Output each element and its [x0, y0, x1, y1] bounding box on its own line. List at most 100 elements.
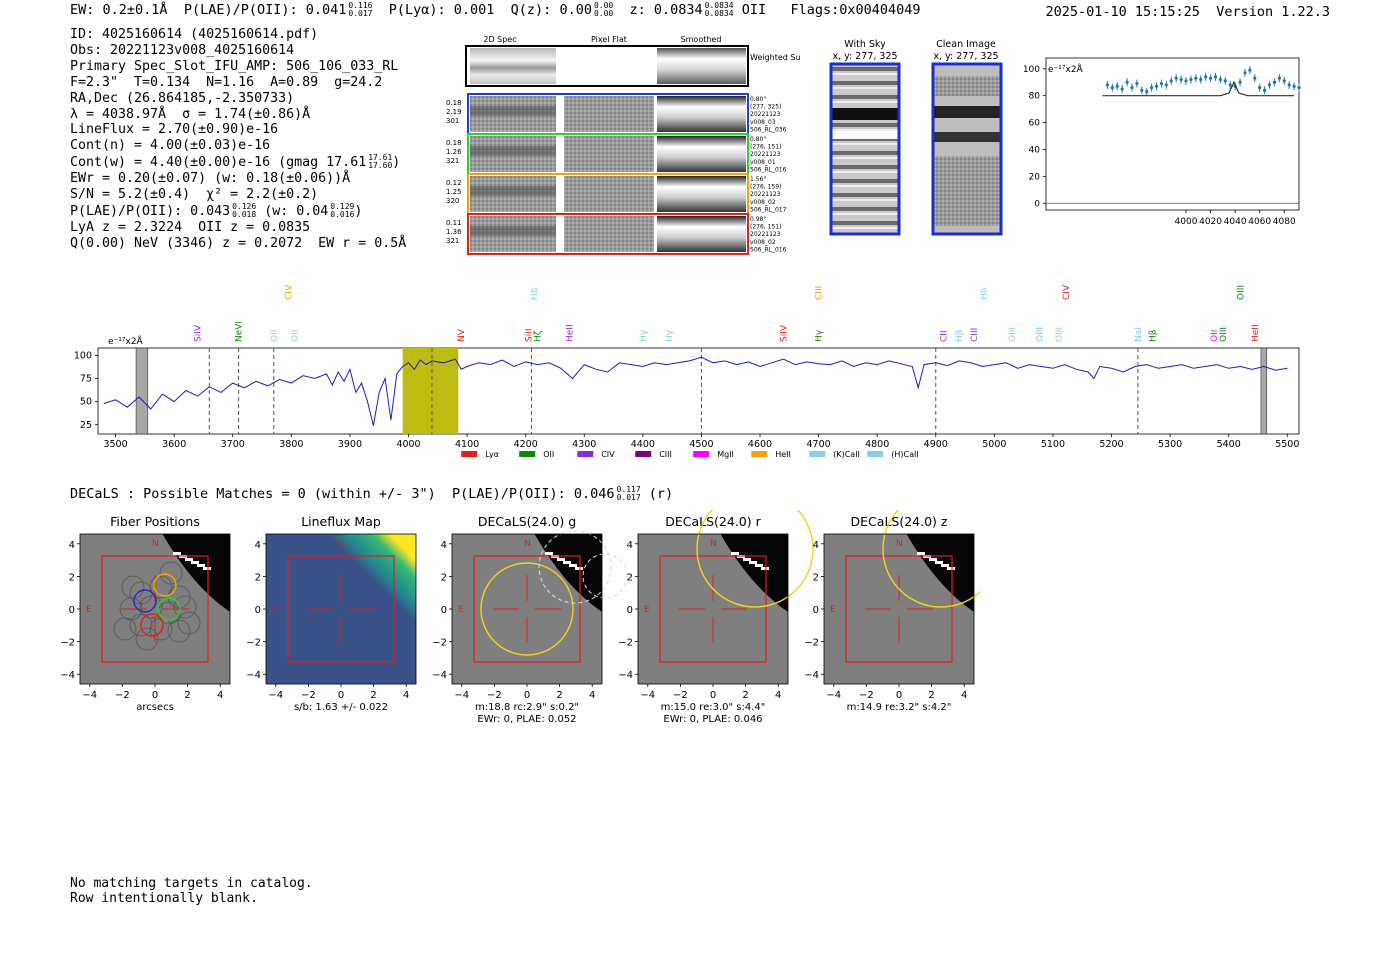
- legend-swatch: [577, 451, 594, 457]
- zoom-xticks: 4000 4020 4040 4060 4080: [1175, 210, 1296, 227]
- imaging-panels: Fiber Positions N E −4 −4 −2 −2 0 0 2 2 4 4 arcsecs Li…: [60, 510, 980, 725]
- info-lambda: λ = 4038.97Å σ = 1.74(±0.86)Å: [70, 106, 311, 122]
- cutout-row-meta: 506_RL_016: [750, 166, 787, 173]
- legend-swatch: [635, 451, 652, 457]
- saturated-pixels: [575, 567, 583, 570]
- saturated-pixels: [755, 564, 763, 567]
- panel-xtick-label: −2: [301, 690, 316, 701]
- spectrum-yticks: 25 50 75 100: [74, 350, 98, 431]
- saturated-pixels: [947, 567, 955, 570]
- qz-value: Q(z): 0.00: [510, 2, 592, 18]
- panel-ytick-label: 0: [69, 605, 75, 616]
- fiber-circle: [121, 575, 145, 599]
- zoom-point: [1218, 77, 1222, 82]
- info-plae-w-hi: 0.129: [330, 201, 355, 211]
- cutout-2dspec-trace: [470, 146, 556, 156]
- saturated-pixels: [743, 558, 751, 561]
- panel-xtick-label: −4: [454, 690, 469, 701]
- spectrum-ytick-label: 100: [74, 350, 92, 361]
- fiber-circle: [113, 617, 137, 641]
- cutout-row-meta: (277, 325): [750, 104, 781, 111]
- decals-panel-group: Fiber Positions N E −4 −4 −2 −2 0 0 2 2 4 4 arcsecs Li…: [60, 510, 980, 725]
- cutout-pixelflat: [564, 136, 654, 172]
- zoom-point: [1179, 77, 1183, 82]
- info-plae-lo: 0.018: [232, 209, 257, 219]
- spectrum-frame: [97, 347, 1300, 435]
- decals-plae-suffix: (r): [648, 486, 674, 502]
- plae-value: P(LAE)/P(OII): 0.041: [183, 2, 347, 18]
- contw-hi: 17.61: [368, 153, 393, 163]
- zoom-point: [1223, 79, 1227, 83]
- masked-region-left: [135, 347, 149, 435]
- aperture-box: [287, 555, 395, 663]
- panel-subtitle: s/b: 1.63 +/- 0.022: [294, 702, 388, 713]
- info-block: ID: 4025160614 (4025160614.pdf) Obs: 202…: [70, 27, 406, 252]
- spectrum-xtick-label: 3800: [279, 439, 303, 450]
- panel-xtick-label: −4: [640, 690, 655, 701]
- z-lo: 0.0834: [704, 9, 734, 18]
- zoom-point: [1105, 83, 1110, 87]
- clean-image: [931, 62, 1003, 236]
- panel-subtitle-2: EWr: 0, PLAE: 0.052: [477, 714, 576, 725]
- cutout-row-meta: 20221123: [750, 151, 781, 158]
- spectrum-xtick-label: 4700: [807, 439, 831, 450]
- zoom-xtick-label: 4040: [1224, 217, 1247, 227]
- spectrum-xtick-label: 4200: [514, 439, 538, 450]
- zoom-point: [1204, 75, 1208, 79]
- zoom-ytick-label: 20: [1029, 172, 1041, 182]
- imaging-panel-4: DECaLS(24.0) r N E −4 −4 −2 −2 0 0 2 2 4 4 m:15.0 re:…: [618, 510, 814, 725]
- cutout-row-meta: v008_01: [750, 159, 776, 166]
- with-sky-title: With Sky: [844, 39, 886, 50]
- spectrum-line: [103, 356, 1288, 426]
- panel-xtick-label: 4: [961, 690, 967, 701]
- spectral-line-label: NaI: [1134, 327, 1144, 342]
- spectral-line-label: OIII: [1008, 327, 1018, 342]
- dashed-source-ellipse: [538, 530, 612, 604]
- cutout-row-meta: 506_RL_017: [750, 206, 787, 213]
- panel-subtitle-2: EWr: 0, PLAE: 0.046: [663, 714, 762, 725]
- north-label: N: [710, 539, 717, 549]
- legend-label: Lyα: [485, 450, 499, 459]
- spectrum-xtick-label: 3900: [338, 439, 362, 450]
- flags-value: Flags:0x00404049: [790, 2, 921, 18]
- north-label: N: [896, 539, 903, 549]
- panel-ytick-label: 0: [441, 605, 447, 616]
- zoom-point: [1150, 85, 1154, 90]
- spectral-line-label: HeII: [1251, 324, 1261, 342]
- saturated-pixels: [929, 558, 937, 561]
- legend-label: OII: [543, 450, 554, 459]
- spectral-line-label: SiIV: [194, 324, 204, 342]
- panel-xtick-label: −4: [268, 690, 283, 701]
- info-contw: Cont(w) = 4.40(±0.00)e-16 (gmag 17.61 17.…: [70, 153, 401, 171]
- plae-hi: 0.116: [348, 1, 373, 10]
- zoom-point: [1243, 71, 1247, 75]
- zoom-ytick-label: 40: [1029, 145, 1041, 155]
- zoom-point: [1213, 75, 1218, 79]
- panel-xtick-label: 2: [928, 690, 934, 701]
- decals-title-text: DECaLS : Possible Matches = 0 (within +/…: [70, 486, 615, 502]
- cutout-row-stat: 0.12: [446, 179, 462, 187]
- spectral-line-label: CII: [939, 330, 949, 342]
- panel-xtick-label: 4: [217, 690, 223, 701]
- panel-title: DECaLS(24.0) g: [478, 514, 576, 529]
- panel-ytick-label: −4: [432, 670, 447, 681]
- spectrum-unit-label: e⁻¹⁷x2Å: [108, 335, 144, 347]
- saturated-pixels: [191, 561, 199, 564]
- spectrum-dashed-lines: [208, 348, 1139, 434]
- zoom-yticks: 0 20 40 60 80 100: [1023, 65, 1299, 209]
- panel-xtick-label: 0: [710, 690, 716, 701]
- spectral-line-label: OII: [1210, 330, 1220, 342]
- panel-ytick-label: 4: [627, 540, 633, 551]
- contw-lo: 17.60: [368, 161, 393, 171]
- zoom-point: [1277, 76, 1281, 80]
- spectrum-xtick-label: 5200: [1099, 439, 1123, 450]
- saturated-pixels: [569, 564, 577, 567]
- panel-xtick-label: 0: [338, 690, 344, 701]
- spectral-line-label: OIII: [1219, 327, 1229, 342]
- panel-subtitle: m:15.0 re:3.0" s:4.4": [661, 702, 766, 713]
- cutout-row-stat: 321: [446, 157, 459, 165]
- contw-text: Cont(w) = 4.40(±0.00)e-16 (gmag 17.61: [70, 155, 367, 171]
